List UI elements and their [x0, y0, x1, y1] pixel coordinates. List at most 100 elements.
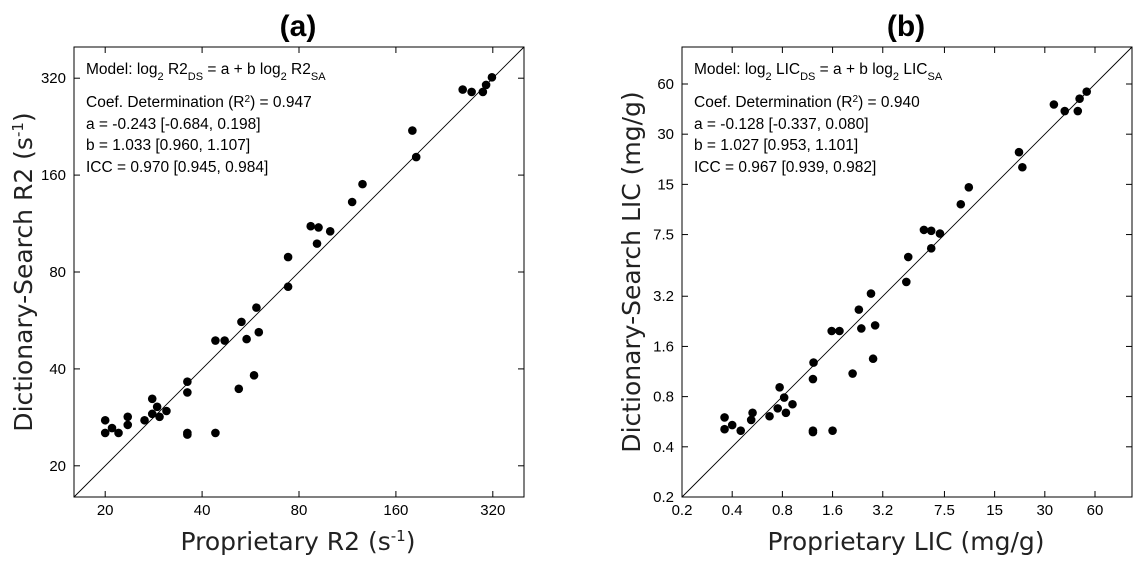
data-point [848, 369, 857, 378]
y-tick-label: 30 [657, 126, 674, 143]
data-point [828, 426, 837, 435]
data-point [358, 179, 367, 189]
data-point [903, 252, 913, 262]
data-point [902, 277, 911, 287]
data-point [152, 402, 162, 412]
y-axis-label-a: Dictionary-Search R2 (s-1) [9, 112, 38, 431]
x-tick-label: 0.2 [672, 502, 693, 519]
y-tick-label: 15 [657, 176, 674, 193]
data-point [835, 326, 844, 336]
identity-line-b [681, 46, 1133, 498]
data-point [220, 336, 229, 345]
y-tick-label: 7.5 [653, 227, 674, 244]
data-point [779, 393, 789, 402]
data-point [775, 382, 784, 392]
data-point [854, 305, 864, 314]
data-point [487, 73, 497, 82]
data-point [242, 334, 251, 344]
data-point [926, 226, 936, 236]
data-point [736, 426, 746, 435]
data-point [347, 197, 357, 207]
data-point [919, 225, 929, 235]
icc-text-a: ICC = 0.970 [0.945, 0.984] [86, 159, 268, 176]
data-point [1018, 162, 1027, 172]
y-tick-label: 0.4 [653, 439, 674, 456]
data-point [306, 221, 316, 231]
data-point [252, 303, 261, 312]
x-axis-label-b: Proprietary LIC (mg/g) [767, 527, 1044, 556]
data-point [857, 324, 866, 333]
y-tick-label: 320 [41, 70, 66, 87]
data-point [100, 415, 110, 425]
data-point [114, 428, 123, 438]
x-tick-label: 7.5 [934, 502, 955, 519]
data-point [481, 80, 491, 90]
a-coef-a: a = -0.243 [-0.684, 0.198] [86, 116, 261, 133]
data-point [249, 371, 259, 380]
data-point [283, 252, 293, 262]
data-point [808, 427, 818, 437]
plot-frame-b [681, 46, 1133, 498]
data-point [1075, 94, 1084, 103]
y-tick-label: 0.2 [653, 489, 674, 506]
data-point [312, 239, 322, 248]
x-tick-label: 30 [1036, 502, 1053, 519]
data-point [147, 409, 157, 419]
a-coef-b: a = -0.128 [-0.337, 0.080] [694, 116, 869, 133]
x-tick-label: 3.2 [872, 502, 893, 519]
panel-a: (a) 20 40 80 160 320 20 40 80 160 320 Model: log2… [9, 10, 525, 556]
data-point [809, 358, 818, 367]
y-tick-label: 0.8 [653, 389, 674, 406]
data-point [748, 408, 757, 418]
data-point [866, 289, 876, 298]
model-equation-b: Model: log2 LICDS = a + b log2 LICSA [694, 61, 943, 83]
data-point [964, 183, 974, 192]
data-point [155, 412, 164, 422]
data-point [1049, 100, 1059, 109]
data-point [325, 227, 335, 236]
x-tick-label: 160 [383, 502, 408, 519]
data-point [727, 420, 737, 430]
data-point [1060, 106, 1070, 116]
b-coef-a: b = 1.033 [0.960, 1.107] [86, 137, 250, 154]
data-point [234, 384, 244, 394]
panel-a-label: (a) [280, 10, 317, 43]
data-point [870, 321, 880, 330]
y-tick-label: 20 [49, 458, 66, 475]
x-tick-label: 15 [986, 502, 1003, 519]
axis-ticks-a: 20 40 80 160 320 20 40 80 160 320 [41, 47, 524, 519]
data-point [926, 244, 936, 253]
x-tick-label: 0.4 [722, 502, 743, 519]
data-point [720, 413, 729, 422]
y-tick-label: 80 [49, 264, 66, 281]
data-point [147, 394, 157, 404]
data-points-a [100, 73, 497, 439]
data-point [183, 388, 192, 397]
data-point [467, 87, 476, 97]
data-point [408, 126, 417, 135]
data-point [183, 428, 192, 438]
data-point [746, 415, 756, 425]
data-point [720, 424, 729, 434]
data-point [100, 428, 110, 438]
r2-text-a: Coef. Determination (R2) = 0.947 [86, 94, 312, 112]
panel-b-label: (b) [887, 10, 925, 43]
data-point [478, 87, 488, 97]
model-equation-a: Model: log2 R2DS = a + b log2 R2SA [86, 61, 326, 83]
data-point [808, 374, 818, 384]
panel-b: (b) 0.2 0.4 0.8 1.6 3.2 7.5 15 30 60 0.2 0.4 0.8 1.6… [617, 10, 1133, 556]
data-point [123, 420, 133, 430]
y-tick-label: 60 [657, 76, 674, 93]
data-point [1082, 87, 1092, 96]
data-point [1073, 106, 1083, 116]
x-tick-label: 80 [291, 502, 308, 519]
x-tick-label: 40 [194, 502, 211, 519]
x-tick-label: 20 [97, 502, 114, 519]
data-point [788, 399, 797, 409]
data-point [254, 327, 264, 337]
x-tick-label: 0.8 [772, 502, 793, 519]
data-point [314, 223, 323, 232]
b-coef-b: b = 1.027 [0.953, 1.101] [694, 137, 858, 154]
data-point [868, 354, 878, 364]
